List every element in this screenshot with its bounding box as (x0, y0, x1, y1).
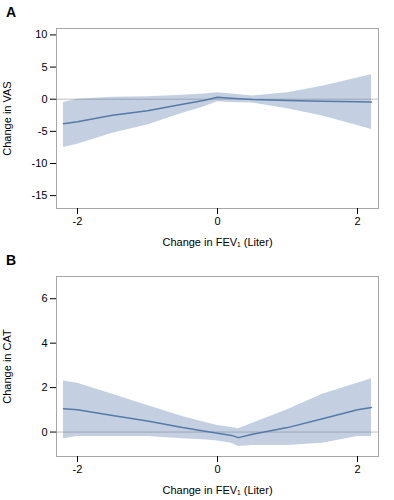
svg-text:Change in VAS: Change in VAS (1, 81, 13, 155)
svg-text:0: 0 (41, 426, 47, 438)
svg-text:-10: -10 (32, 157, 48, 169)
html-text:A: A (6, 4, 17, 20)
svg-text:2: 2 (354, 463, 360, 475)
svg-text:2: 2 (41, 381, 47, 393)
html-text:B: B (6, 252, 17, 268)
svg-text:-2: -2 (73, 463, 83, 475)
svg-text:0: 0 (41, 93, 47, 105)
svg-text:Change in FEV₁ (Liter): Change in FEV₁ (Liter) (162, 236, 272, 248)
svg-text:0: 0 (214, 463, 220, 475)
svg-text:-2: -2 (73, 215, 83, 227)
svg-text:Change in CAT: Change in CAT (1, 329, 13, 404)
svg-text:Change in FEV₁ (Liter): Change in FEV₁ (Liter) (162, 484, 272, 496)
svg-text:-15: -15 (32, 189, 48, 201)
svg-text:-5: -5 (38, 125, 48, 137)
svg-text:0: 0 (214, 215, 220, 227)
svg-text:2: 2 (354, 215, 360, 227)
svg-text:6: 6 (41, 292, 47, 304)
svg-text:10: 10 (35, 28, 47, 40)
svg-text:4: 4 (41, 337, 47, 349)
svg-text:5: 5 (41, 61, 47, 73)
